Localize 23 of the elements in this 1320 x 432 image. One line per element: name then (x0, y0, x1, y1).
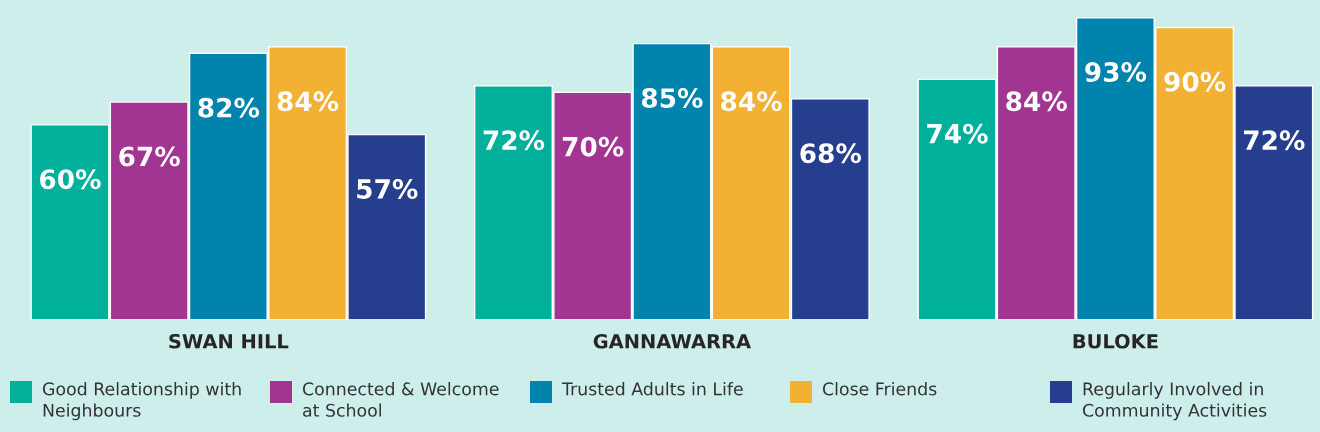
data-label: 84% (277, 91, 339, 112)
legend-label: Good Relationship with Neighbours (42, 382, 241, 421)
data-label: 90% (1164, 71, 1226, 92)
x-tick-label: SWAN HILL (169, 333, 289, 349)
data-label: 85% (641, 88, 703, 109)
x-tick-label: BULOKE (1073, 333, 1158, 349)
data-label: 72% (483, 130, 545, 151)
data-label: 82% (198, 97, 260, 118)
legend-label: Trusted Adults in Life (561, 382, 743, 396)
x-tick-label: GANNAWARRA (593, 333, 751, 349)
data-label: 60% (40, 169, 101, 190)
data-label: 68% (800, 143, 862, 164)
legend-label: Regularly Involved in Community Activities (1082, 382, 1267, 421)
data-label: 74% (927, 123, 988, 144)
data-label: 67% (119, 146, 180, 167)
data-label: 70% (562, 136, 624, 157)
data-label: 57% (357, 178, 418, 199)
legend-label: Close Friends (822, 382, 937, 396)
legend-label: Connected & Welcome at School (302, 382, 499, 417)
data-label: 72% (1243, 130, 1305, 151)
data-label: 84% (1006, 91, 1067, 112)
data-label: 93% (1085, 62, 1147, 83)
data-label: 84% (721, 91, 782, 112)
